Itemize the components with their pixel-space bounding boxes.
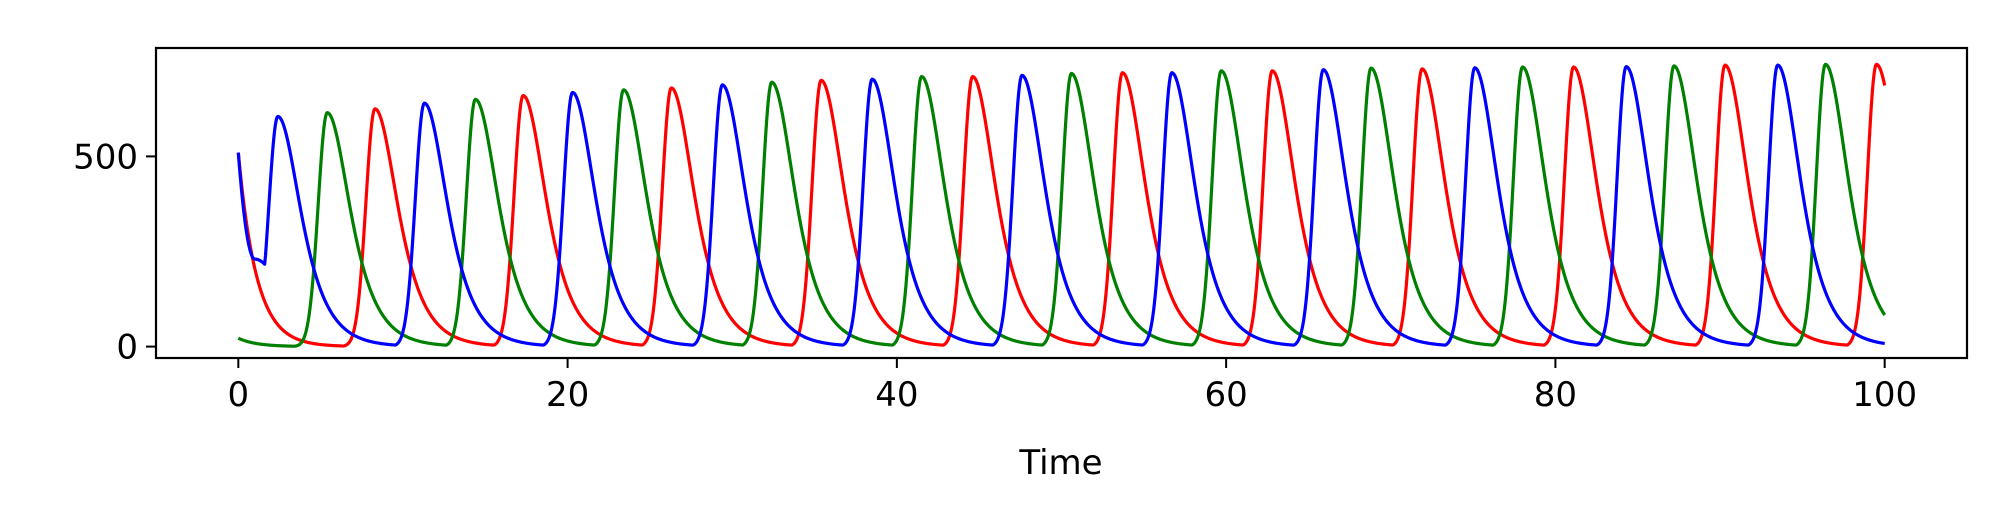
series-line-2 bbox=[237, 62, 1887, 348]
y-tick-label: 0 bbox=[116, 328, 138, 368]
x-axis-label: Time bbox=[1018, 443, 1102, 483]
series-line-1 bbox=[236, 62, 1887, 348]
series-line-3 bbox=[236, 63, 1886, 347]
x-tick-label: 80 bbox=[1534, 375, 1577, 415]
x-tick-label: 20 bbox=[546, 375, 589, 415]
x-tick-label: 0 bbox=[227, 375, 249, 415]
plot-frame bbox=[154, 46, 1969, 360]
axis-ticks: 0 20 40 60 80 100 0 500 bbox=[73, 137, 1917, 415]
x-tick-label: 60 bbox=[1205, 375, 1248, 415]
series-lines bbox=[236, 62, 1887, 348]
x-tick-label: 100 bbox=[1852, 375, 1917, 415]
y-tick-label: 500 bbox=[73, 137, 138, 177]
x-tick-label: 40 bbox=[875, 375, 918, 415]
